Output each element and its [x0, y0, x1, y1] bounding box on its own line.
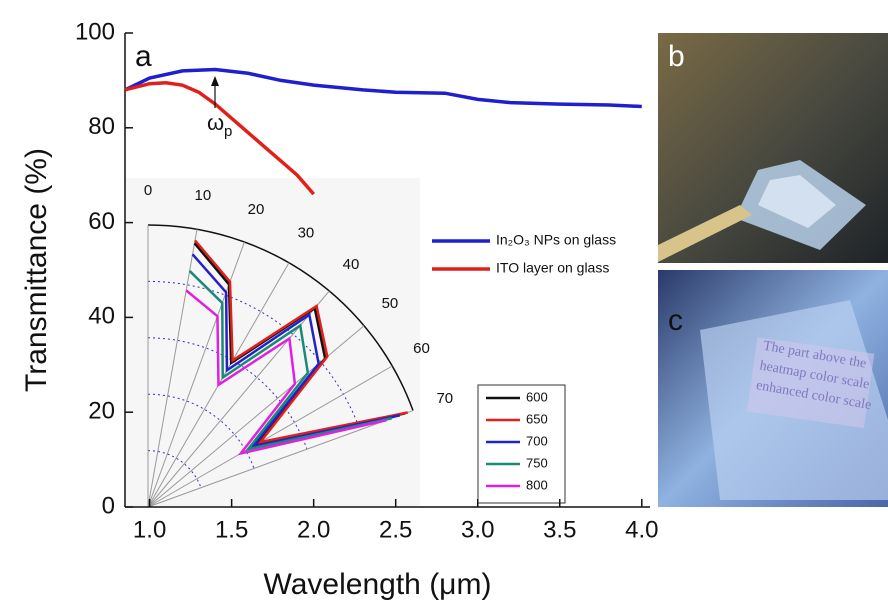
- panel-label: a: [135, 40, 152, 73]
- theta-tick-label: 60: [413, 340, 430, 357]
- theta-tick-label: 20: [248, 201, 265, 218]
- annotation-arrowhead: [211, 76, 219, 86]
- x-tick-label: 4.0: [625, 516, 658, 543]
- theta-tick-label: 0: [144, 182, 152, 199]
- legend-label: 650: [526, 411, 548, 426]
- figure: 0 10 20 30 40 50 60 70 600 650 700 750 800 0 20 40 60 80…: [0, 0, 888, 607]
- x-tick-label: 2.0: [297, 516, 330, 543]
- y-tick-label: 80: [88, 113, 115, 140]
- data-line: [125, 83, 314, 194]
- panel-label: c: [668, 304, 683, 337]
- legend-label: 700: [526, 433, 548, 448]
- y-tick-label: 60: [88, 208, 115, 235]
- legend-label: 600: [526, 389, 548, 404]
- panel-label: b: [668, 40, 685, 73]
- y-tick-label: 0: [102, 492, 115, 519]
- legend-label: 750: [526, 455, 548, 470]
- data-line: [125, 69, 642, 106]
- legend-label: In₂O₃ NPs on glass: [496, 232, 616, 248]
- y-tick-label: 20: [88, 398, 115, 425]
- x-tick-label: 1.0: [133, 516, 166, 543]
- y-tick-label: 40: [88, 303, 115, 330]
- y-tick-label: 100: [75, 18, 115, 45]
- x-tick-label: 3.5: [543, 516, 576, 543]
- legend-label: 800: [526, 477, 548, 492]
- x-tick-label: 2.5: [379, 516, 412, 543]
- theta-tick-label: 50: [382, 295, 399, 312]
- x-tick-label: 1.5: [215, 516, 248, 543]
- y-axis-label: Transmittance (%): [20, 148, 53, 392]
- annotation: ω: [207, 110, 224, 135]
- x-tick-label: 3.0: [461, 516, 494, 543]
- annotation-subscript: p: [224, 123, 232, 140]
- x-axis-label: Wavelength (μm): [264, 568, 492, 601]
- theta-tick-label: 70: [436, 390, 453, 407]
- theta-tick-label: 10: [195, 187, 212, 204]
- theta-tick-label: 40: [343, 256, 360, 273]
- theta-tick-label: 30: [298, 224, 315, 241]
- legend-label: ITO layer on glass: [496, 260, 609, 276]
